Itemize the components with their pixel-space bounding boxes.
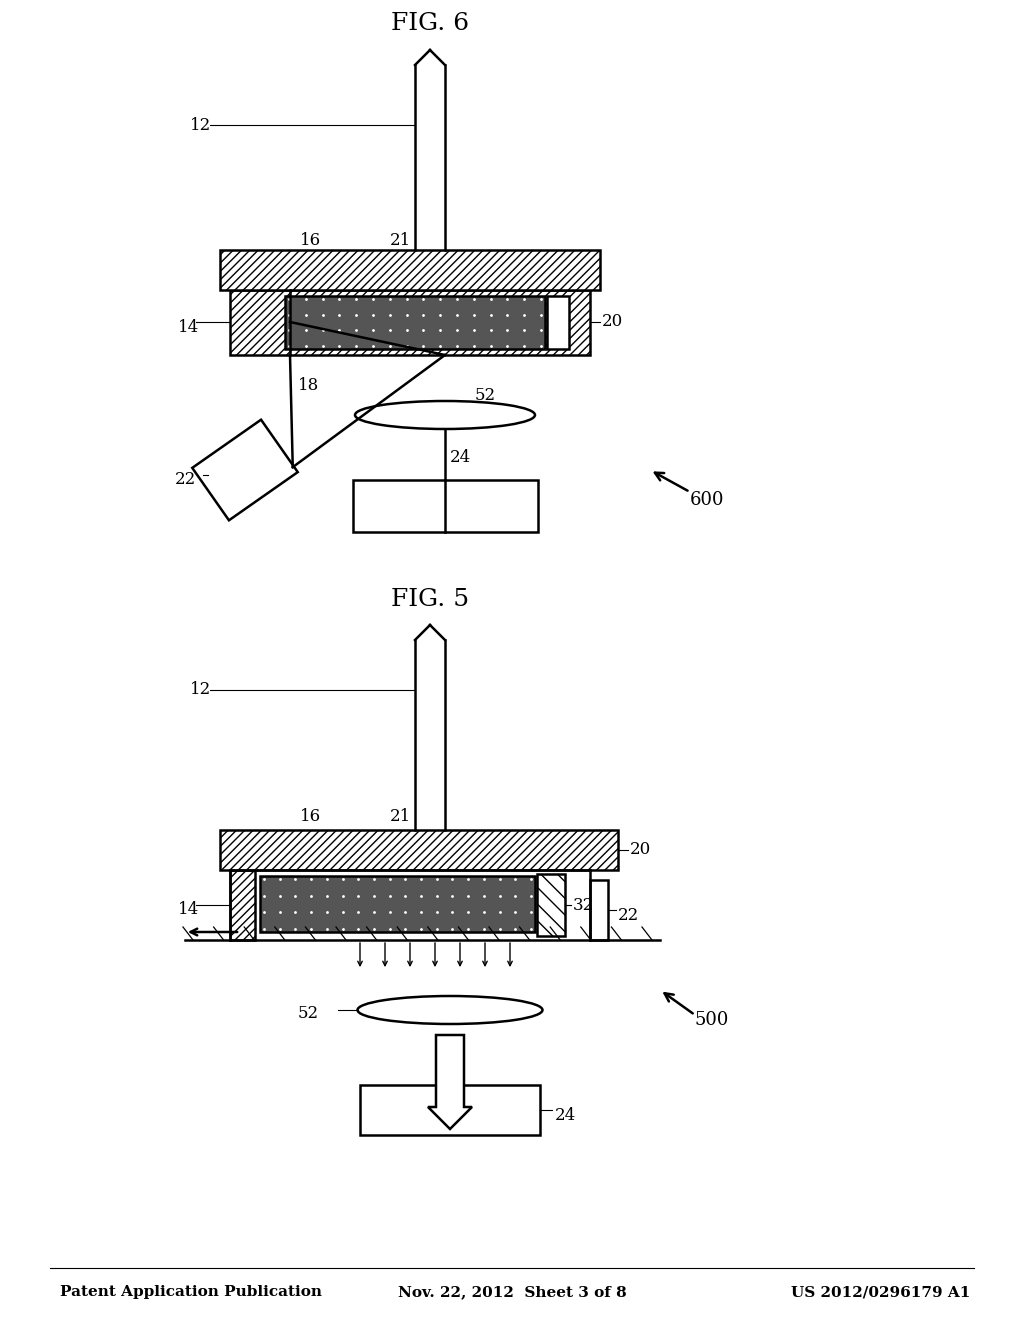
Text: 32: 32 [573, 896, 594, 913]
Bar [220, 830, 618, 870]
Text: 18: 18 [298, 376, 319, 393]
Text: 52: 52 [298, 1005, 319, 1022]
Text: 500: 500 [695, 1011, 729, 1030]
Text: 20: 20 [630, 842, 651, 858]
Ellipse shape [357, 997, 543, 1024]
Polygon shape [428, 1035, 472, 1129]
Text: 20: 20 [602, 314, 624, 330]
Text: 16: 16 [299, 808, 321, 825]
Text: 600: 600 [690, 491, 725, 510]
Bar [260, 876, 535, 932]
Text: 22: 22 [175, 471, 197, 488]
Text: 22: 22 [618, 907, 639, 924]
Text: Nov. 22, 2012  Sheet 3 of 8: Nov. 22, 2012 Sheet 3 of 8 [397, 1284, 627, 1299]
Bar [353, 480, 538, 532]
Text: 21: 21 [389, 232, 411, 249]
Bar [537, 874, 565, 936]
Text: 14: 14 [178, 902, 200, 919]
Text: 16: 16 [299, 232, 321, 249]
Text: Patent Application Publication: Patent Application Publication [60, 1284, 322, 1299]
Bar [220, 249, 600, 290]
Text: FIG. 6: FIG. 6 [391, 12, 469, 36]
Text: 12: 12 [190, 681, 211, 698]
Text: 12: 12 [190, 116, 211, 133]
Text: 24: 24 [450, 450, 471, 466]
Ellipse shape [355, 401, 535, 429]
Polygon shape [193, 420, 298, 520]
Bar [285, 296, 545, 348]
Text: 52: 52 [475, 387, 496, 404]
Bar [590, 880, 608, 940]
Bar [230, 870, 255, 940]
Bar [230, 290, 590, 355]
Text: 24: 24 [555, 1106, 577, 1123]
Text: 14: 14 [178, 318, 200, 335]
Bar [360, 1085, 540, 1135]
Text: FIG. 5: FIG. 5 [391, 589, 469, 611]
Text: US 2012/0296179 A1: US 2012/0296179 A1 [791, 1284, 970, 1299]
Text: 21: 21 [389, 808, 411, 825]
Bar [547, 296, 569, 348]
